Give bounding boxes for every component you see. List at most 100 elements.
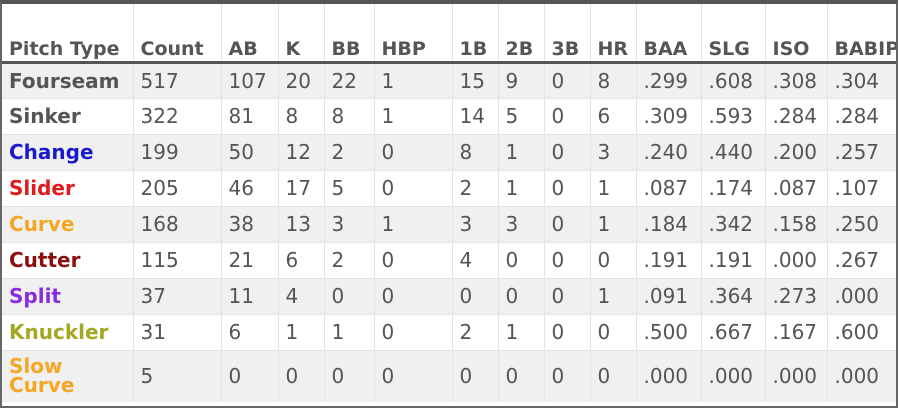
stat-cell-ab: 46 [221,170,279,207]
stat-cell-baa: .091 [636,278,702,315]
stat-cell-iso: .308 [765,62,828,99]
stat-cell-hr: 1 [590,278,637,315]
pitch-type-cell: Slider [2,170,134,207]
stat-cell-k: 1 [278,314,325,351]
column-header-1b: 1B [452,4,499,64]
stat-cell-count: 168 [133,206,222,243]
stat-cell-2b: 5 [498,98,545,135]
stat-cell-3b: 0 [544,170,591,207]
stat-cell-k: 20 [278,62,325,99]
stat-cell-3b: 0 [544,278,591,315]
stat-cell-hbp: 0 [374,170,453,207]
stat-cell-hr: 0 [590,314,637,351]
stat-cell-baa: .191 [636,242,702,279]
stat-cell-babip: .284 [827,98,896,135]
stat-cell-3b: 0 [544,134,591,171]
stat-cell-k: 17 [278,170,325,207]
stat-cell-hbp: 1 [374,98,453,135]
stat-cell-3b: 0 [544,314,591,351]
stat-cell-1b: 0 [452,350,499,402]
stat-cell-baa: .000 [636,350,702,402]
stat-cell-k: 4 [278,278,325,315]
stat-cell-count: 517 [133,62,222,99]
stat-cell-hbp: 1 [374,62,453,99]
table-row: Fourseam 517 107 20 22 1 15 9 0 8.299.608.308.304 [2,62,896,99]
stat-cell-iso: .158 [765,206,828,243]
stat-cell-iso: .273 [765,278,828,315]
stat-cell-babip: .304 [827,62,896,99]
stat-cell-bb: 1 [324,314,375,351]
stat-cell-3b: 0 [544,98,591,135]
stat-cell-2b: 3 [498,206,545,243]
stat-cell-k: 13 [278,206,325,243]
table-row: Knuckler 31 6 1 1 0 2 1 0 0.500.667.167.600 [2,314,896,351]
stat-cell-babip: .267 [827,242,896,279]
stat-cell-k: 12 [278,134,325,171]
stat-cell-hr: 8 [590,62,637,99]
stat-cell-1b: 4 [452,242,499,279]
stat-cell-2b: 0 [498,278,545,315]
stat-cell-count: 37 [133,278,222,315]
table-body: Fourseam 517 107 20 22 1 15 9 0 8.299.608.308.304… [2,62,896,402]
stat-cell-iso: .000 [765,242,828,279]
pitch-type-cell: Curve [2,206,134,243]
stat-cell-ab: 6 [221,314,279,351]
table-row: Slow Curve 5 0 0 0 0 0 0 0 0.000.000.000.000 [2,350,896,402]
stat-cell-baa: .240 [636,134,702,171]
stat-cell-2b: 0 [498,350,545,402]
stat-cell-count: 5 [133,350,222,402]
column-header-3b: 3B [544,4,591,64]
stat-cell-3b: 0 [544,62,591,99]
stat-cell-count: 115 [133,242,222,279]
column-header-2b: 2B [498,4,545,64]
column-header-babip: BABIP [827,4,896,64]
stat-cell-bb: 2 [324,242,375,279]
stat-cell-ab: 21 [221,242,279,279]
stat-cell-babip: .600 [827,314,896,351]
table-row: Sinker 322 81 8 8 1 14 5 0 6.309.593.284.284 [2,98,896,135]
stat-cell-count: 199 [133,134,222,171]
column-header-slg: SLG [701,4,766,64]
column-header-baa: BAA [636,4,702,64]
table-header: Pitch Type Count AB K BB HBP 1B 2B 3B HR BAA SLG ISO… [2,4,896,64]
pitch-type-cell: Cutter [2,242,134,279]
stat-cell-1b: 2 [452,170,499,207]
stat-cell-slg: .000 [701,350,766,402]
stat-cell-hbp: 0 [374,350,453,402]
stat-cell-bb: 0 [324,350,375,402]
stat-cell-iso: .087 [765,170,828,207]
pitch-stats-table: Pitch Type Count AB K BB HBP 1B 2B 3B HR BAA SLG ISO… [2,4,896,402]
stat-cell-babip: .250 [827,206,896,243]
stat-cell-baa: .500 [636,314,702,351]
stat-cell-count: 205 [133,170,222,207]
stat-cell-babip: .107 [827,170,896,207]
stat-cell-babip: .257 [827,134,896,171]
stat-cell-iso: .200 [765,134,828,171]
stat-cell-baa: .087 [636,170,702,207]
stat-cell-1b: 3 [452,206,499,243]
stat-cell-2b: 1 [498,314,545,351]
stat-cell-2b: 1 [498,170,545,207]
stat-cell-1b: 2 [452,314,499,351]
stat-cell-ab: 0 [221,350,279,402]
stat-cell-hbp: 0 [374,314,453,351]
stat-cell-hbp: 0 [374,242,453,279]
stat-cell-k: 6 [278,242,325,279]
stat-cell-ab: 11 [221,278,279,315]
stat-cell-babip: .000 [827,350,896,402]
stat-cell-ab: 81 [221,98,279,135]
pitch-type-cell: Slow Curve [2,350,134,402]
stat-cell-hr: 1 [590,206,637,243]
stat-cell-1b: 15 [452,62,499,99]
table-row: Curve 168 38 13 3 1 3 3 0 1.184.342.158.250 [2,206,896,243]
pitch-type-cell: Split [2,278,134,315]
table-row: Change 199 50 12 2 0 8 1 0 3.240.440.200.257 [2,134,896,171]
stat-cell-count: 31 [133,314,222,351]
stat-cell-slg: .191 [701,242,766,279]
column-header-bb: BB [324,4,375,64]
stat-cell-3b: 0 [544,206,591,243]
stat-cell-bb: 0 [324,278,375,315]
stat-cell-3b: 0 [544,242,591,279]
stat-cell-hr: 1 [590,170,637,207]
